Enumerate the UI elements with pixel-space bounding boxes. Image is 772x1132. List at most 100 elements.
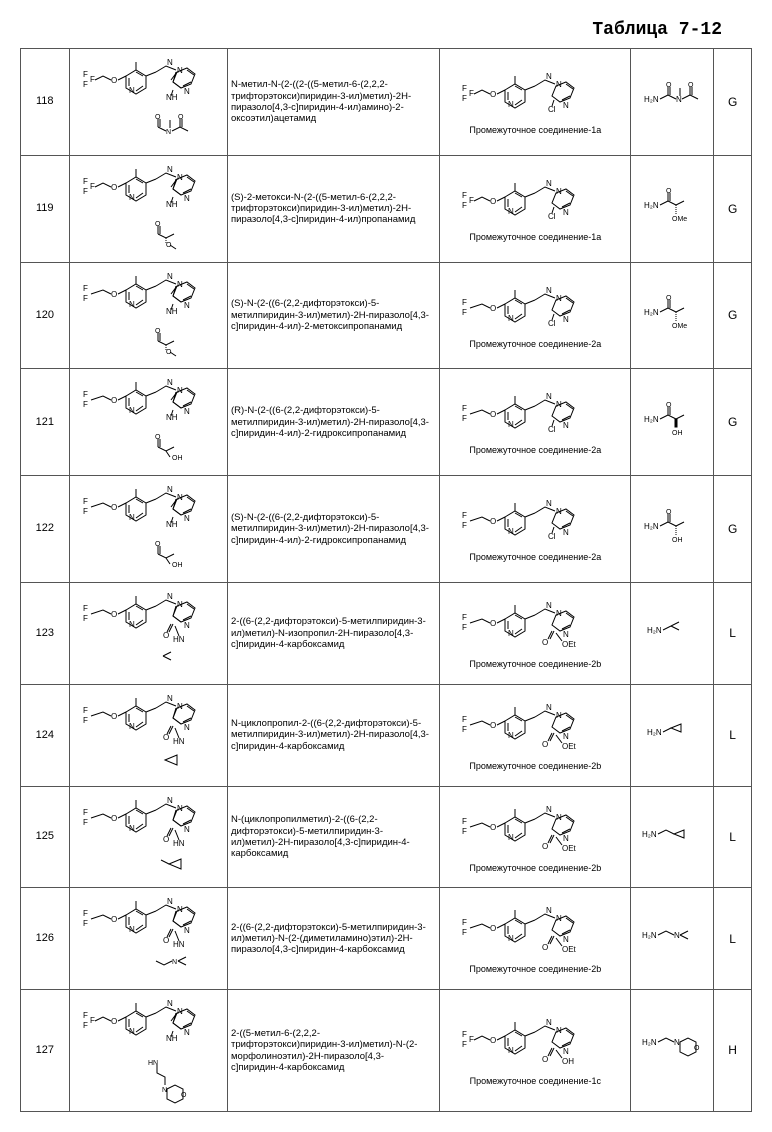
svg-text:N: N [546, 392, 552, 401]
compound-name: N-циклопропил-2-((6-(2,2-дифторэтокси)-5… [228, 684, 440, 786]
svg-text:N: N [129, 925, 135, 934]
reagent-structure: H₂NN [631, 888, 714, 990]
svg-text:O: O [490, 410, 496, 419]
svg-text:O: O [111, 915, 117, 924]
svg-text:F: F [83, 706, 88, 715]
svg-text:F: F [83, 919, 88, 928]
svg-text:F: F [462, 404, 467, 413]
svg-text:Cl: Cl [548, 319, 556, 328]
svg-text:N: N [508, 420, 514, 429]
svg-text:H₂N: H₂N [644, 95, 659, 104]
svg-text:N: N [184, 194, 190, 203]
reagent-structure: H₂N [631, 786, 714, 888]
svg-text:F: F [469, 89, 474, 98]
svg-text:O: O [155, 221, 161, 228]
svg-text:OEt: OEt [562, 742, 577, 751]
svg-text:N: N [129, 824, 135, 833]
svg-text:O: O [181, 1092, 187, 1099]
svg-text:N: N [129, 86, 135, 95]
svg-text:O: O [111, 183, 117, 192]
svg-text:N: N [129, 300, 135, 309]
svg-text:F: F [462, 201, 467, 210]
svg-text:HN: HN [173, 839, 185, 848]
svg-text:F: F [83, 390, 88, 399]
compound-structure: FFONNNNOHNN [69, 888, 227, 990]
table-row: 127FFFONNNNNHHNNO2-((5-метил-6-(2,2,2-тр… [21, 990, 752, 1112]
svg-text:O: O [111, 396, 117, 405]
svg-text:H₂N: H₂N [647, 626, 662, 635]
reagent-structure: H₂NOOMe [631, 155, 714, 262]
svg-text:O: O [542, 943, 548, 952]
compound-structure: FFONNNNOHN [69, 786, 227, 888]
svg-text:N: N [563, 528, 569, 537]
svg-text:N: N [172, 959, 177, 966]
reagent-structure: H₂N [631, 582, 714, 684]
intermediate-structure: FFFONNNNOOHПромежуточное соединение-1c [440, 990, 631, 1112]
svg-text:N: N [546, 1018, 552, 1027]
svg-text:N: N [184, 825, 190, 834]
svg-text:H₂N: H₂N [644, 415, 659, 424]
svg-text:F: F [83, 177, 88, 186]
svg-text:O: O [490, 304, 496, 313]
table-row: 119FFFONNNNNHOO(S)-2-метокси-N-(2-((5-ме… [21, 155, 752, 262]
compound-id: 120 [21, 262, 70, 369]
svg-text:N: N [167, 58, 173, 67]
compound-structure: FFFONNNNNHHNNO [69, 990, 227, 1112]
svg-text:F: F [462, 1040, 467, 1049]
svg-text:N: N [546, 72, 552, 81]
svg-text:N: N [563, 1047, 569, 1056]
svg-text:O: O [111, 290, 117, 299]
compound-id: 126 [21, 888, 70, 990]
svg-text:F: F [83, 284, 88, 293]
svg-text:F: F [462, 817, 467, 826]
svg-text:O: O [694, 1045, 700, 1052]
intermediate-structure: FFONNNNOOEtПромежуточное соединение-2b [440, 786, 631, 888]
method-code: L [714, 684, 752, 786]
svg-text:F: F [462, 725, 467, 734]
svg-text:F: F [90, 182, 95, 191]
reagent-structure: H₂NNO [631, 990, 714, 1112]
intermediate-structure: FFONNNNOOEtПромежуточное соединение-2b [440, 684, 631, 786]
svg-text:N: N [508, 100, 514, 109]
svg-text:N: N [563, 101, 569, 110]
svg-text:O: O [542, 842, 548, 851]
svg-text:F: F [83, 909, 88, 918]
table-row: 125FFONNNNOHNN-(циклопропилметил)-2-((6-… [21, 786, 752, 888]
svg-text:N: N [167, 694, 173, 703]
intermediate-structure: FFONNNNClПромежуточное соединение-2a [440, 369, 631, 476]
svg-text:F: F [83, 70, 88, 79]
svg-text:N: N [129, 1027, 135, 1036]
compound-structure: FFFONNNNNHONO [69, 49, 227, 156]
svg-text:F: F [462, 94, 467, 103]
svg-text:N: N [129, 620, 135, 629]
svg-text:O: O [490, 90, 496, 99]
compound-name: N-метил-N-(2-((2-((5-метил-6-(2,2,2-триф… [228, 49, 440, 156]
svg-text:N: N [167, 999, 173, 1008]
svg-text:F: F [83, 1011, 88, 1020]
intermediate-label: Промежуточное соединение-1a [443, 125, 627, 136]
compound-id: 119 [21, 155, 70, 262]
svg-text:N: N [508, 1046, 514, 1055]
svg-text:F: F [462, 308, 467, 317]
svg-text:H₂N: H₂N [642, 830, 657, 839]
svg-text:O: O [490, 619, 496, 628]
svg-text:Cl: Cl [548, 532, 556, 541]
svg-text:N: N [508, 527, 514, 536]
svg-text:N: N [184, 621, 190, 630]
method-code: L [714, 888, 752, 990]
intermediate-structure: FFFONNNNClПромежуточное соединение-1a [440, 49, 631, 156]
compound-name: (S)-N-(2-((6-(2,2-дифторэтокси)-5-метилп… [228, 476, 440, 583]
svg-text:O: O [666, 82, 672, 89]
svg-text:F: F [83, 808, 88, 817]
svg-text:O: O [111, 1017, 117, 1026]
svg-text:F: F [462, 827, 467, 836]
svg-text:O: O [490, 1036, 496, 1045]
svg-text:OH: OH [172, 562, 183, 569]
svg-text:O: O [490, 823, 496, 832]
svg-text:O: O [155, 541, 161, 548]
svg-text:F: F [462, 414, 467, 423]
compound-id: 125 [21, 786, 70, 888]
svg-text:N: N [167, 592, 173, 601]
svg-text:N: N [508, 731, 514, 740]
table-title: Таблица 7-12 [20, 20, 752, 40]
